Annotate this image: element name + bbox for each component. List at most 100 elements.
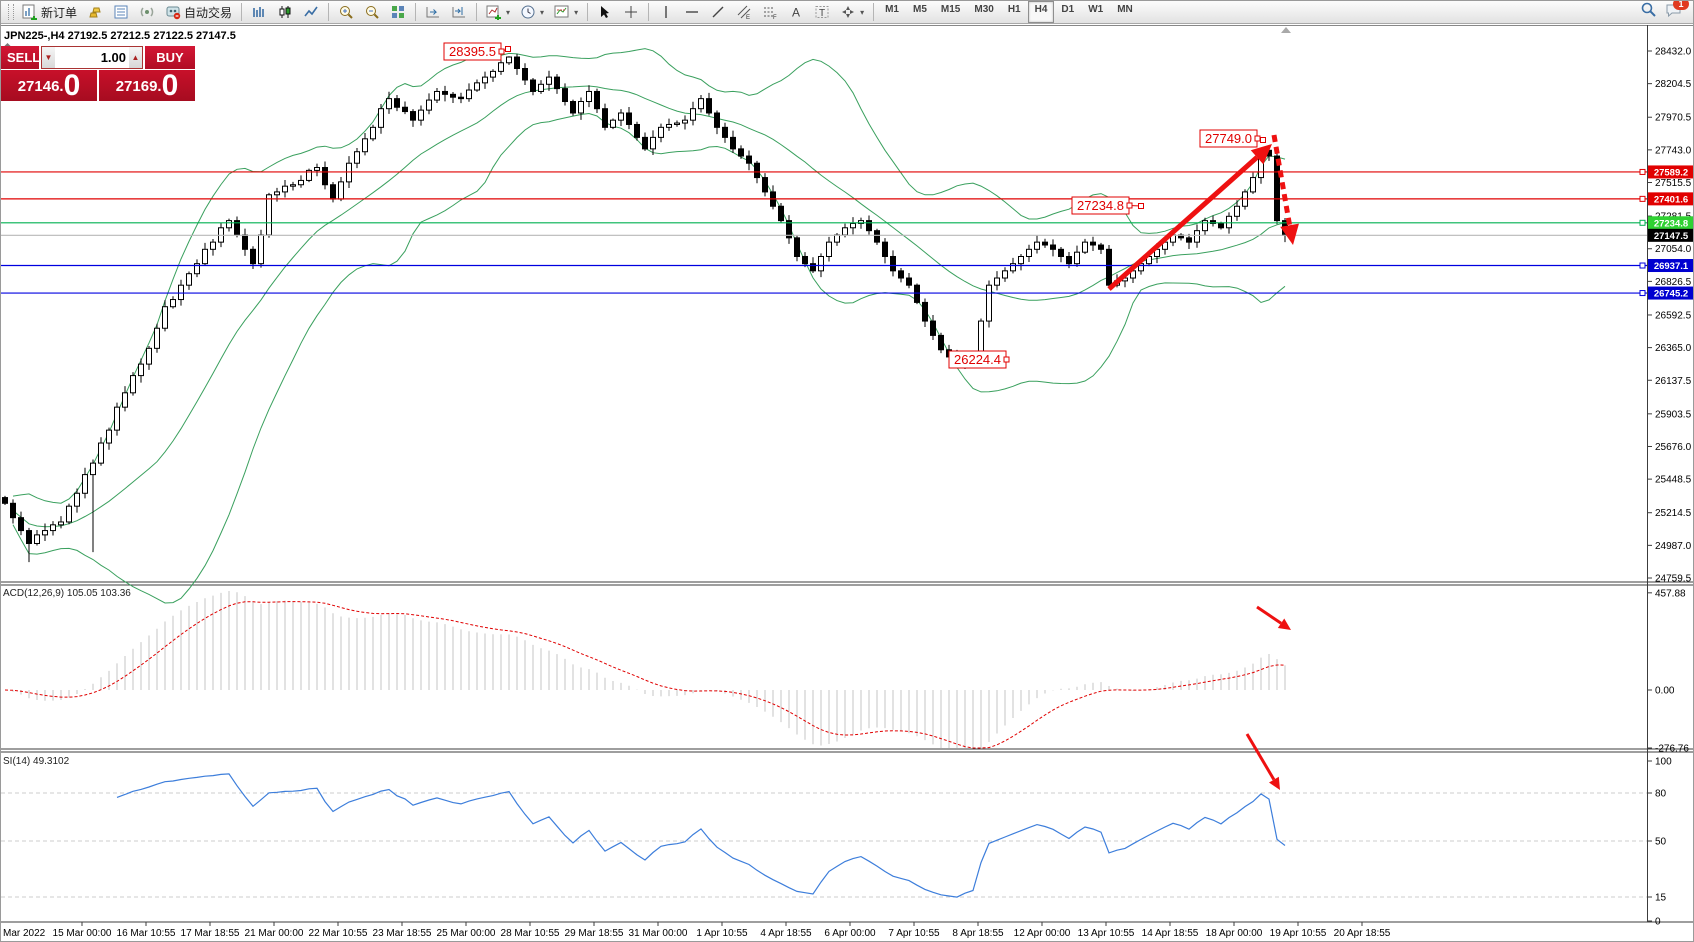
trend-arrow[interactable]: [1256, 605, 1282, 625]
arrows-shapes-icon: [840, 4, 856, 20]
volume-input[interactable]: [55, 47, 129, 68]
line-anchor-square[interactable]: [1639, 168, 1646, 175]
market-depth-icon: [113, 4, 129, 20]
gold-instrument-button[interactable]: [82, 1, 108, 23]
price-label-annotation[interactable]: 28395.5: [443, 42, 511, 61]
line-chart-mode-button[interactable]: [298, 1, 324, 23]
fibonacci-icon: F: [762, 4, 778, 20]
crosshair-tool-button[interactable]: [618, 1, 644, 23]
auto-trading-button[interactable]: 自动交易: [160, 1, 237, 23]
bar-chart-mode-button[interactable]: [246, 1, 272, 23]
rsi-axis-tick: 0: [1655, 917, 1661, 928]
arrows-dropdown-arrow[interactable]: ▾: [860, 7, 865, 17]
line-anchor-square[interactable]: [1639, 262, 1646, 269]
svg-text:A: A: [792, 6, 800, 20]
new-order-label: 新订单: [41, 5, 78, 20]
time-axis-label: 15 Mar 00:00: [53, 928, 112, 939]
signals-button[interactable]: [134, 1, 160, 23]
price-axis-tick: 27054.0: [1655, 244, 1692, 255]
time-axis-label: 29 Mar 18:55: [565, 928, 624, 939]
price-axis-tick: 24987.0: [1655, 541, 1692, 552]
arrows-tool[interactable]: ▾: [835, 1, 869, 23]
tab-timeframe-m5[interactable]: M5: [913, 4, 927, 15]
rsi-axis-tick: 100: [1655, 757, 1672, 768]
buy-price-pips: 0: [161, 69, 179, 102]
templates-dropdown-arrow[interactable]: ▾: [574, 7, 579, 17]
buy-price-display[interactable]: 27169. 0: [99, 70, 195, 101]
channel-tool[interactable]: E: [731, 1, 757, 23]
trend-arrow[interactable]: [1245, 733, 1276, 781]
volume-increase-button[interactable]: ▲: [129, 47, 142, 68]
line-anchor-square[interactable]: [1639, 290, 1646, 297]
trend-arrow-head: [1277, 618, 1291, 630]
tab-timeframe-w1[interactable]: W1: [1088, 4, 1104, 15]
toolbar-grip[interactable]: [8, 4, 14, 20]
new-order-button[interactable]: 新订单: [17, 1, 82, 23]
zoom-in-button[interactable]: [333, 1, 359, 23]
macd-signal-line[interactable]: [4, 601, 1286, 749]
trend-arrow[interactable]: [1271, 134, 1293, 226]
timeframes-dropdown-arrow[interactable]: ▾: [540, 7, 545, 17]
tab-timeframe-mn[interactable]: MN: [1117, 4, 1133, 15]
line-anchor-square[interactable]: [1639, 219, 1646, 226]
price-axis-tick: 28432.0: [1655, 47, 1692, 58]
notifications-button[interactable]: 1: [1665, 1, 1689, 23]
tab-timeframe-m30[interactable]: M30: [974, 4, 994, 15]
price-axis-tick: 26592.5: [1655, 310, 1692, 321]
candlestick-series: [2, 53, 1288, 563]
templates-button[interactable]: ▾: [549, 1, 583, 23]
indicators-button[interactable]: ▾: [481, 1, 515, 23]
tab-timeframe-m1[interactable]: M1: [885, 4, 899, 15]
line-chart-icon: [303, 4, 319, 20]
text-tool[interactable]: A: [783, 1, 809, 23]
sell-button[interactable]: SELL: [1, 46, 40, 69]
sell-price-display[interactable]: 27146. 0: [1, 70, 97, 101]
auto-scroll-button[interactable]: [420, 1, 446, 23]
indicators-dropdown-arrow[interactable]: ▾: [506, 7, 511, 17]
chart-shift-button[interactable]: [446, 1, 472, 23]
time-axis-label: 6 Apr 00:00: [824, 928, 876, 939]
tab-timeframe-h1[interactable]: H1: [1007, 4, 1021, 15]
cursor-icon: [597, 4, 613, 20]
trendline-tool[interactable]: [705, 1, 731, 23]
new-order-icon: [22, 4, 38, 20]
tab-timeframe-h4[interactable]: H4: [1027, 1, 1055, 23]
price-label-annotation[interactable]: 26224.4: [948, 350, 1010, 369]
line-anchor-square[interactable]: [1639, 195, 1646, 202]
buy-button[interactable]: BUY: [145, 46, 195, 69]
time-axis-label: 21 Mar 00:00: [245, 928, 304, 939]
zoom-out-button[interactable]: [359, 1, 385, 23]
rsi-indicator-label: SI(14) 49.3102: [3, 756, 70, 767]
price-tag-value: 27401.6: [1654, 194, 1688, 205]
bollinger-band-line[interactable]: [12, 48, 1286, 504]
candlestick-mode-button[interactable]: [272, 1, 298, 23]
price-tag: [1648, 192, 1693, 206]
macd-indicator-label: ACD(12,26,9) 105.05 103.36: [3, 588, 131, 599]
trend-arrow[interactable]: [1107, 155, 1259, 291]
price-label-annotation[interactable]: 27749.0: [1199, 129, 1266, 148]
price-axis-tick: 24759.5: [1655, 574, 1692, 585]
time-axis-label: 28 Mar 10:55: [501, 928, 560, 939]
timeframes-button[interactable]: ▾: [515, 1, 549, 23]
chart-canvas[interactable]: 28432.028204.527970.527743.027515.527281…: [1, 25, 1693, 941]
chart-shift-marker[interactable]: [1281, 27, 1291, 33]
fibonacci-tool[interactable]: F: [757, 1, 783, 23]
cursor-tool-button[interactable]: [592, 1, 618, 23]
vertical-line-tool[interactable]: [653, 1, 679, 23]
market-depth-button[interactable]: [108, 1, 134, 23]
tab-timeframe-d1[interactable]: D1: [1061, 4, 1075, 15]
chart-plot-svg: 28432.028204.527970.527743.027515.527281…: [1, 25, 1693, 939]
tile-windows-button[interactable]: [385, 1, 411, 23]
volume-decrease-button[interactable]: ▼: [42, 47, 55, 68]
bollinger-band-line[interactable]: [12, 112, 1286, 604]
tab-timeframe-m15[interactable]: M15: [940, 4, 961, 15]
price-tag: [1648, 228, 1693, 242]
horizontal-line-tool[interactable]: [679, 1, 705, 23]
bollinger-band-line[interactable]: [12, 85, 1286, 528]
rsi-line[interactable]: [116, 773, 1286, 898]
trend-arrow-head: [1268, 776, 1280, 790]
text-label-tool[interactable]: T: [809, 1, 835, 23]
search-icon[interactable]: [1640, 1, 1657, 23]
price-label-annotation[interactable]: 27234.8: [1071, 196, 1144, 215]
equidistant-channel-icon: E: [736, 4, 752, 20]
